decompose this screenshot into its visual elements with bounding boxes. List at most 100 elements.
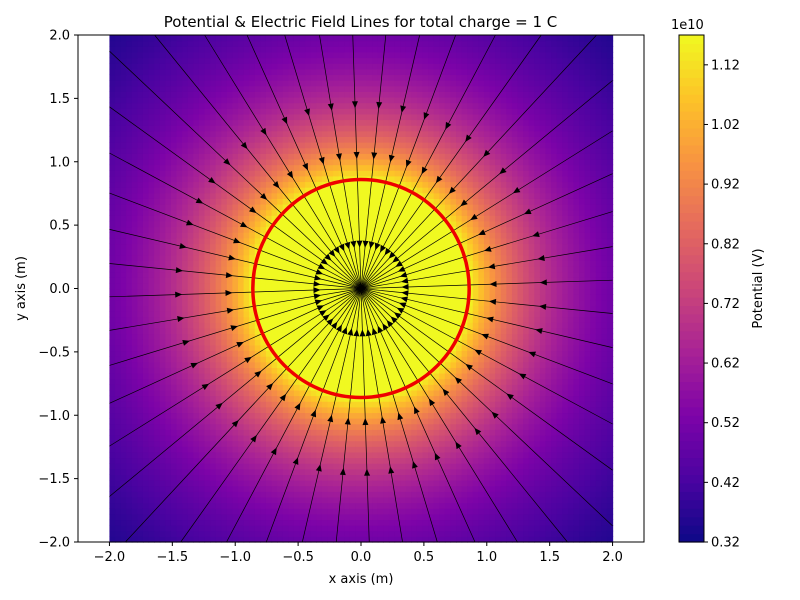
heatmap-cell <box>288 80 295 87</box>
heatmap-cell <box>260 85 267 92</box>
heatmap-cell <box>254 395 261 402</box>
heatmap-cell <box>394 418 401 425</box>
heatmap-cell <box>299 440 306 447</box>
heatmap-cell <box>299 412 306 419</box>
heatmap-cell <box>305 389 312 397</box>
heatmap-cell <box>383 136 390 143</box>
heatmap-cell <box>388 198 396 205</box>
heatmap-cell <box>288 192 295 199</box>
heatmap-cell <box>176 153 183 160</box>
heatmap-cell <box>305 40 312 47</box>
heatmap-cell <box>411 502 418 509</box>
heatmap-cell <box>310 198 317 205</box>
heatmap-cell <box>165 305 172 312</box>
heatmap-cell <box>338 80 345 87</box>
heatmap-cell <box>243 344 250 352</box>
heatmap-cell <box>277 68 284 76</box>
heatmap-cell <box>120 153 127 160</box>
heatmap-cell <box>238 136 245 143</box>
heatmap-cell <box>265 418 273 425</box>
heatmap-cell <box>388 277 396 284</box>
heatmap-cell <box>226 519 234 526</box>
heatmap-cell <box>238 215 245 222</box>
heatmap-cell <box>372 192 379 199</box>
heatmap-cell <box>142 294 150 301</box>
heatmap-cell <box>198 237 206 245</box>
heatmap-cell <box>238 40 245 47</box>
heatmap-cell <box>366 113 373 121</box>
heatmap-cell <box>361 119 368 126</box>
heatmap-cell <box>405 125 412 132</box>
heatmap-cell <box>271 502 278 509</box>
heatmap-cell <box>126 158 133 166</box>
heatmap-cell <box>120 102 127 109</box>
heatmap-cell <box>394 260 401 267</box>
heatmap-cell <box>154 147 161 154</box>
heatmap-cell <box>137 474 144 481</box>
heatmap-cell <box>148 423 155 430</box>
heatmap-cell <box>411 147 418 154</box>
heatmap-cell <box>137 339 144 346</box>
heatmap-cell <box>277 198 284 205</box>
heatmap-cell <box>293 418 301 425</box>
heatmap-cell <box>193 322 200 329</box>
heatmap-cell <box>142 232 150 239</box>
heatmap-cell <box>388 260 396 267</box>
heatmap-cell <box>238 446 245 453</box>
heatmap-cell <box>310 423 317 430</box>
heatmap-cell <box>344 181 351 188</box>
heatmap-cell <box>355 113 362 121</box>
heatmap-cell <box>383 63 390 70</box>
heatmap-cell <box>210 406 217 414</box>
heatmap-cell <box>377 153 384 160</box>
heatmap-cell <box>344 350 351 357</box>
heatmap-cell <box>187 480 194 487</box>
heatmap-cell <box>176 395 183 402</box>
heatmap-cell <box>277 63 284 70</box>
heatmap-cell <box>154 491 161 498</box>
heatmap-cell <box>349 170 357 177</box>
heatmap-cell <box>243 440 250 447</box>
heatmap-cell <box>411 423 418 430</box>
heatmap-cell <box>372 401 379 408</box>
heatmap-cell <box>372 491 379 498</box>
heatmap-cell <box>154 220 161 228</box>
heatmap-cell <box>187 294 194 301</box>
heatmap-cell <box>210 299 217 306</box>
heatmap-cell <box>198 254 206 261</box>
heatmap-cell <box>282 74 289 81</box>
heatmap-cell <box>411 356 418 363</box>
heatmap-cell <box>355 361 362 368</box>
heatmap-cell <box>372 215 379 222</box>
heatmap-cell <box>327 485 334 492</box>
heatmap-cell <box>232 288 239 295</box>
heatmap-cell <box>154 305 161 312</box>
heatmap-cell <box>299 350 306 357</box>
heatmap-cell <box>327 502 334 509</box>
heatmap-cell <box>115 389 122 397</box>
heatmap-cell <box>366 496 373 504</box>
heatmap-cell <box>120 96 127 104</box>
heatmap-cell <box>137 513 144 521</box>
heatmap-cell <box>411 389 418 397</box>
heatmap-cell <box>115 85 122 92</box>
heatmap-cell <box>394 209 401 216</box>
heatmap-cell <box>327 282 334 290</box>
heatmap-cell <box>383 446 390 453</box>
heatmap-cell <box>416 373 424 380</box>
heatmap-cell <box>142 389 150 397</box>
heatmap-cell <box>120 170 127 177</box>
heatmap-cell <box>215 316 222 323</box>
heatmap-cell <box>411 136 418 143</box>
heatmap-cell <box>142 265 150 273</box>
heatmap-cell <box>305 288 312 295</box>
heatmap-cell <box>271 209 278 216</box>
heatmap-cell <box>232 254 239 261</box>
heatmap-cell <box>366 40 373 47</box>
heatmap-cell <box>226 322 234 329</box>
heatmap-cell <box>394 327 401 335</box>
heatmap-cell <box>243 536 250 543</box>
heatmap-cell <box>187 85 194 92</box>
heatmap-cell <box>394 378 401 385</box>
heatmap-cell <box>215 344 222 352</box>
